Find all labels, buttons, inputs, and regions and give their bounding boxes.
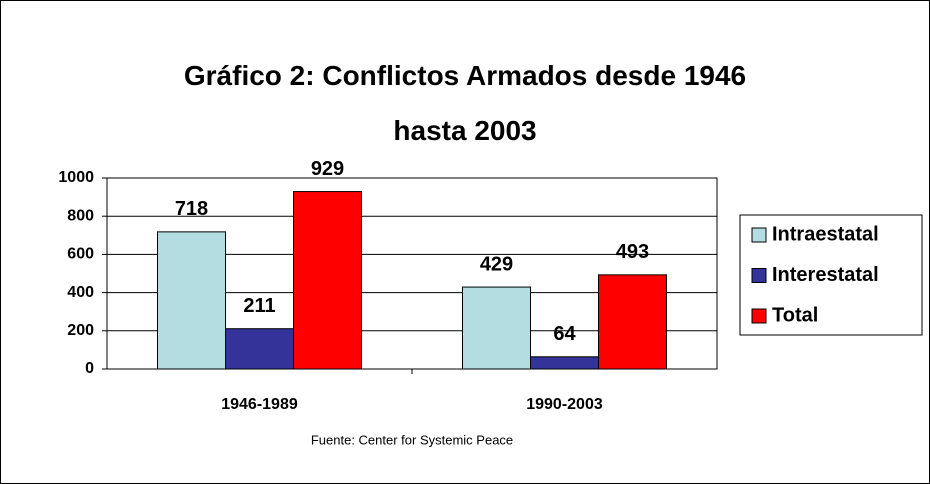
y-tick-label: 0	[85, 360, 94, 377]
bar	[530, 356, 599, 370]
y-tick-label: 1000	[58, 169, 94, 186]
x-tick-label: 1990-2003	[526, 396, 603, 413]
bar	[462, 286, 531, 370]
bar	[157, 231, 226, 370]
legend-label: Intraestatal	[772, 223, 879, 245]
data-label: 929	[311, 158, 344, 180]
legend-swatch	[751, 308, 767, 324]
data-label: 64	[553, 323, 576, 345]
data-label: 493	[616, 241, 649, 263]
bar	[293, 191, 362, 370]
legend-swatch	[751, 227, 767, 243]
legend-box	[739, 214, 923, 336]
data-label: 718	[175, 198, 208, 220]
source-note: Fuente: Center for Systemic Peace	[311, 432, 513, 447]
legend-label: Total	[772, 304, 818, 326]
data-label: 429	[480, 253, 513, 275]
y-tick-label: 600	[67, 246, 94, 263]
legend-label: Interestatal	[772, 264, 879, 286]
bar	[225, 328, 294, 370]
x-tick-label: 1946-1989	[221, 396, 298, 413]
legend-swatch	[751, 268, 767, 283]
chart-title: Gráfico 2: Conflictos Armados desde 1946…	[183, 60, 747, 146]
bar	[598, 274, 667, 370]
y-tick-label: 200	[67, 322, 94, 339]
y-tick-label: 400	[67, 284, 94, 301]
data-label: 211	[243, 295, 275, 317]
y-tick-label: 800	[67, 207, 94, 224]
